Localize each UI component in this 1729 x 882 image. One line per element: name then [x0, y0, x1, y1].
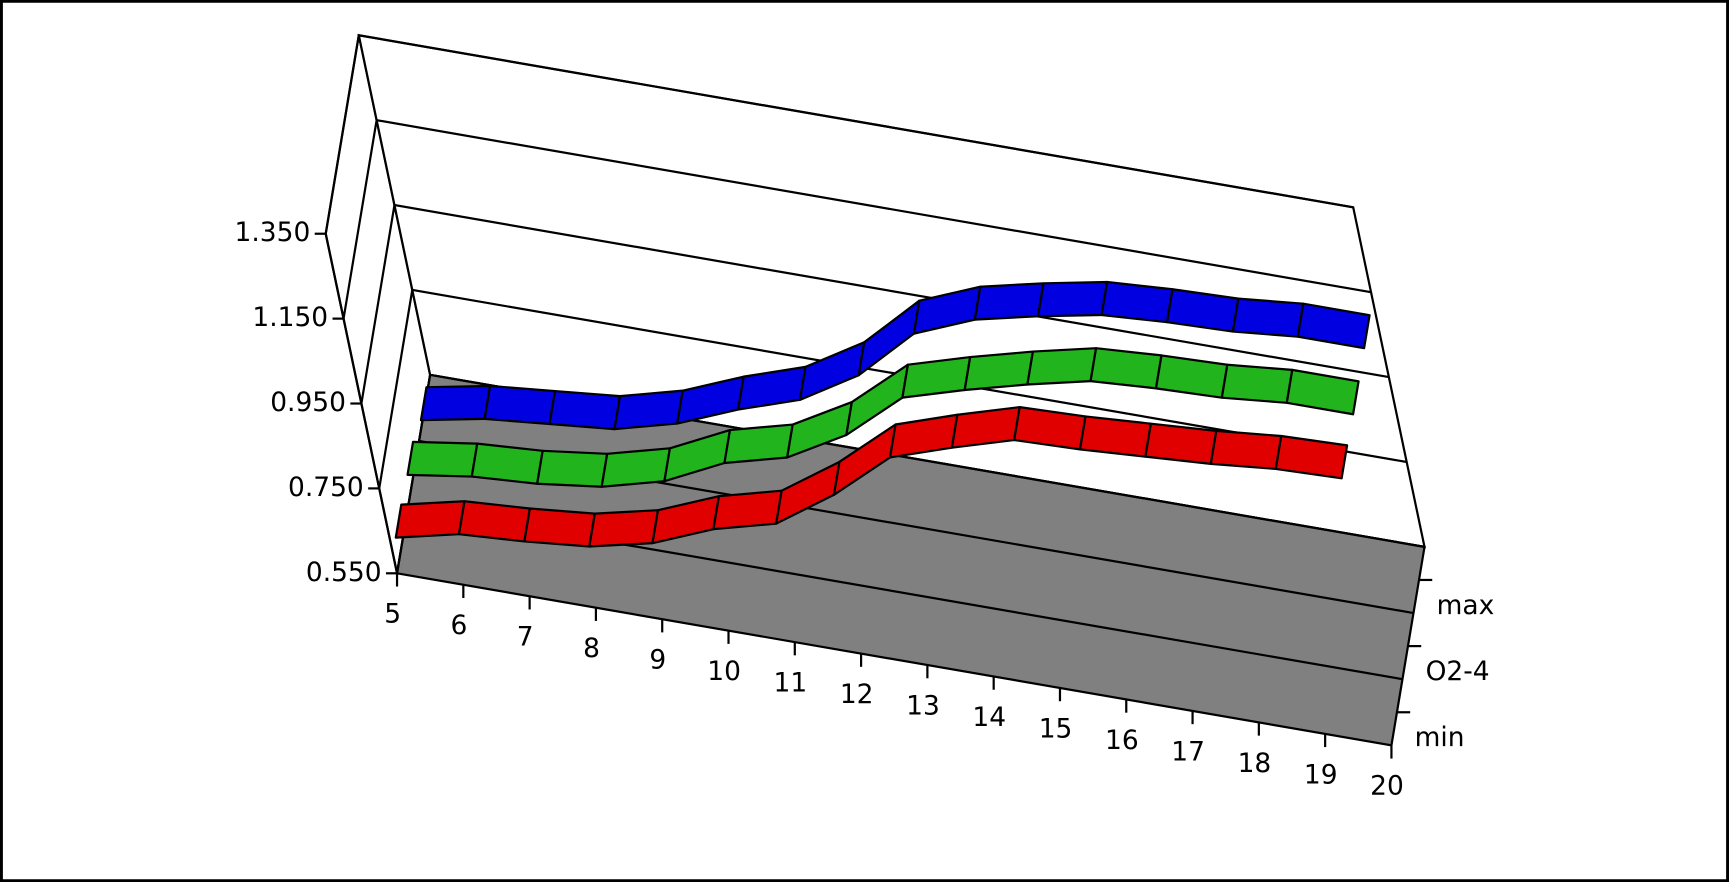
ribbon-segment: [419, 384, 492, 422]
ribbon-segment: [1209, 429, 1283, 471]
depth-label: min: [1415, 722, 1465, 753]
y-tick-label: 1.350: [235, 217, 311, 248]
x-tick-label: 18: [1238, 748, 1272, 779]
ribbon-segment: [1274, 434, 1349, 480]
ribbon-segment: [457, 500, 531, 543]
x-tick-label: 11: [774, 668, 808, 699]
ribbon-segment: [712, 489, 783, 531]
ribbon-segment: [536, 449, 609, 488]
ribbon-segment: [470, 442, 544, 485]
ribbon-segment: [523, 507, 596, 548]
x-tick-label: 12: [840, 679, 874, 710]
grid-line: [324, 34, 1354, 234]
grid-line: [342, 118, 1372, 319]
x-tick-label: 14: [972, 702, 1006, 733]
grid-line: [378, 288, 1407, 489]
ribbon-segment: [406, 440, 479, 478]
ribbon-segment: [1285, 368, 1360, 416]
ribbon-segment: [1231, 297, 1305, 338]
ribbon-segment: [613, 389, 684, 431]
x-tick-label: 5: [384, 599, 401, 630]
depth-label: O2-4: [1426, 656, 1490, 687]
y-tick-label: 1.150: [252, 302, 328, 333]
ribbon-segment: [1089, 347, 1163, 390]
ribbon-segment: [973, 282, 1045, 321]
ribbon-segment: [963, 350, 1035, 392]
ribbon-segment: [600, 447, 672, 488]
x-tick-label: 20: [1370, 771, 1404, 802]
ribbon-segment: [1296, 302, 1371, 350]
ribbon-segment: [483, 384, 557, 426]
ribbon-segment: [548, 389, 622, 431]
x-tick-label: 10: [707, 656, 741, 687]
x-tick-label: 17: [1171, 736, 1205, 767]
ribbon-segment: [723, 423, 794, 465]
y-tick-label: 0.750: [288, 472, 364, 503]
x-tick-label: 13: [906, 690, 940, 721]
y-axis: [324, 233, 399, 574]
ribbon-segment: [901, 355, 972, 399]
y-tick-label: 0.950: [270, 387, 346, 418]
ribbon-segment: [1100, 280, 1174, 324]
ribbon-segment: [1036, 280, 1109, 318]
ribbon-segment: [394, 500, 466, 539]
x-tick-label: 7: [517, 622, 534, 653]
depth-label: max: [1437, 590, 1495, 621]
ribbon-segment: [1026, 347, 1098, 386]
x-tick-label: 8: [583, 633, 600, 664]
x-tick-label: 6: [451, 610, 468, 641]
ribbon-segment: [1144, 422, 1218, 465]
ribbon-segment: [950, 406, 1021, 449]
ribbon-segment: [1078, 415, 1153, 458]
ribbon-segment: [1220, 363, 1294, 404]
x-tick-label: 16: [1105, 725, 1139, 756]
x-tick-label: 9: [649, 645, 666, 676]
ribbon-segment: [588, 509, 660, 548]
x-tick-label: 19: [1304, 759, 1338, 790]
grid-line: [360, 203, 1390, 404]
x-tick-label: 15: [1039, 713, 1073, 744]
y-tick-label: 0.550: [306, 557, 382, 588]
